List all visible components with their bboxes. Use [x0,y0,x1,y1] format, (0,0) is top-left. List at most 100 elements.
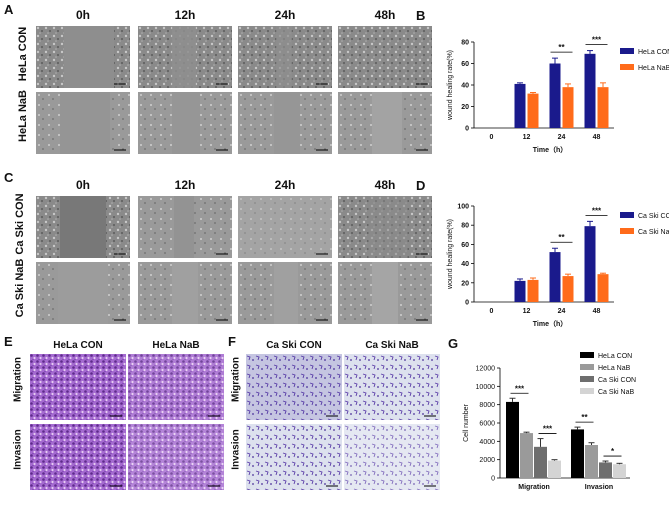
y-tick-label: 4000 [479,439,495,446]
micrograph-caski-nab-48h [338,262,432,324]
panel-c-header-48h: 48h [374,178,396,192]
legend-label: Ca Ski NaB [638,229,669,236]
legend-label: Ca Ski CON [638,213,669,220]
x-tick-label: 0 [490,308,494,315]
x-tick-label: 12 [523,308,531,315]
legend-label: HeLa CON [598,353,632,360]
x-tick-label: 48 [593,134,601,141]
legend-label: HeLa NaB [638,65,669,72]
micrograph-f-caski-con-migration [246,354,342,420]
bar [534,446,547,478]
legend-swatch [620,48,634,54]
bar [548,460,561,478]
bar [527,279,539,302]
micrograph-hela-con-24h [238,26,332,88]
micrograph-e-hela-nab-invasion [128,424,224,490]
y-axis-title: wound healing rate(%) [447,219,454,290]
bar [520,433,533,478]
x-tick-label: 24 [558,308,566,315]
panel-e-header-hela-con: HeLa CON [53,340,103,351]
bar [506,401,519,478]
y-tick-label: 80 [461,223,469,230]
legend-label: HeLa NaB [598,365,631,372]
micrograph-hela-con-0h [36,26,130,88]
panel-c-header-12h: 12h [174,178,196,192]
micrograph-hela-nab-0h [36,92,130,154]
micrograph-f-caski-nab-migration [344,354,440,420]
bar [613,464,626,478]
significance-label: *** [515,384,525,393]
bar [562,87,574,128]
bar [584,53,596,129]
x-tick-label: 24 [558,134,566,141]
panel-a-header-24h: 24h [274,8,296,22]
significance-label: *** [543,425,553,434]
micrograph-hela-nab-24h [238,92,332,154]
y-tick-label: 100 [457,204,469,211]
legend-swatch [620,228,634,234]
y-tick-label: 80 [461,40,469,47]
panel-c-header-0h: 0h [75,178,90,192]
y-tick-label: 8000 [479,402,495,409]
panel-label-c: C [4,170,14,185]
y-tick-label: 12000 [476,366,496,373]
y-tick-label: 40 [461,83,469,90]
micrograph-hela-nab-12h [138,92,232,154]
significance-label: ** [558,233,565,242]
y-tick-label: 0 [491,476,495,483]
panel-label-b: B [416,8,426,23]
x-axis-title: Time（h） [533,320,568,328]
bar [571,429,584,478]
significance-label: ** [581,413,588,422]
panel-a-header-12h: 12h [174,8,196,22]
panel-c-header-24h: 24h [274,178,296,192]
panel-label-f: F [228,334,236,349]
y-tick-label: 0 [465,300,469,307]
x-tick-label: 12 [523,134,531,141]
x-axis-title: Time（h） [533,146,568,154]
significance-label: * [611,447,615,456]
legend-swatch [580,364,594,370]
x-tick-label: 48 [593,308,601,315]
panel-label-g: G [448,336,459,351]
bar [584,226,596,302]
micrograph-caski-con-24h [238,196,332,258]
micrograph-caski-con-12h [138,196,232,258]
panel-label-a: A [4,2,14,17]
y-tick-label: 40 [461,261,469,268]
bar [527,93,539,128]
bar [514,280,526,302]
x-tick-label: Migration [518,484,550,491]
micrograph-hela-con-12h [138,26,232,88]
y-tick-label: 10000 [476,384,496,391]
bar [585,445,598,478]
bar [599,462,612,478]
legend-swatch [580,352,594,358]
micrograph-caski-con-48h [338,196,432,258]
panel-f-header-caski-con: Ca Ski CON [266,340,322,351]
legend-swatch [580,376,594,382]
micrograph-hela-nab-48h [338,92,432,154]
y-axis-title: Cell number [463,403,470,441]
significance-label: *** [592,36,602,45]
x-tick-label: 0 [490,134,494,141]
bar [514,83,526,128]
micrograph-f-caski-con-invasion [246,424,342,490]
significance-label: *** [592,206,602,215]
micrograph-caski-nab-0h [36,262,130,324]
panel-f-header-caski-nab: Ca Ski NaB [365,340,419,351]
y-tick-label: 60 [461,242,469,249]
panel-e-header-hela-nab: HeLa NaB [152,340,200,351]
micrograph-e-hela-con-invasion [30,424,126,490]
y-tick-label: 0 [465,126,469,133]
y-tick-label: 6000 [479,421,495,428]
panel-a-header-48h: 48h [374,8,396,22]
legend-swatch [620,64,634,70]
micrograph-hela-con-48h [338,26,432,88]
panel-a-header-0h: 0h [75,8,90,22]
bar [597,87,609,128]
legend-swatch [620,212,634,218]
